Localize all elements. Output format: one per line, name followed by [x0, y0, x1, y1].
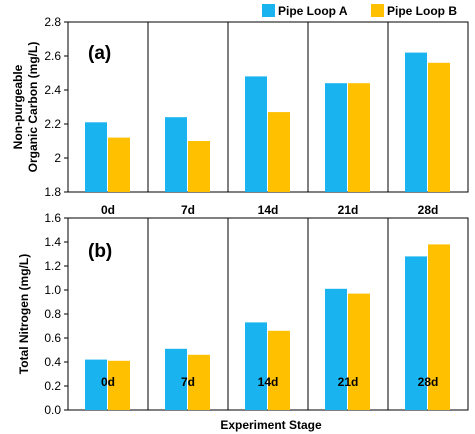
y-tick-label: 1.6 — [44, 211, 61, 225]
bar-pipe-loop-a — [245, 76, 267, 192]
legend-label-1: Pipe Loop A — [278, 4, 348, 18]
legend: Pipe Loop A Pipe Loop B — [262, 4, 457, 18]
y-tick-label: 1.4 — [44, 235, 61, 249]
panel-label: (a) — [88, 43, 111, 64]
legend-label-2: Pipe Loop B — [387, 4, 457, 18]
x-tick-label: 7d — [181, 203, 195, 217]
y-axis-label: Non-purgeable — [11, 64, 25, 149]
chart-panel-a: 1.8 2 2.2 2.4 2.6 2.8 0d 7d 14d 21d 28d (a) Non-purg… — [11, 15, 469, 217]
bar-pipe-loop-b — [428, 62, 450, 192]
x-tick-label: 14d — [258, 375, 279, 389]
y-tick-label: 0.2 — [44, 379, 61, 393]
x-axis-label: Experiment Stage — [220, 418, 322, 432]
bar-pipe-loop-b — [188, 141, 210, 192]
y-tick-label: 0.6 — [44, 331, 61, 345]
x-tick-label: 14d — [258, 203, 279, 217]
bar-pipe-loop-a — [165, 117, 187, 192]
bar-pipe-loop-b — [108, 137, 130, 192]
bar-pipe-loop-b — [188, 354, 210, 410]
x-tick-label: 0d — [101, 375, 115, 389]
bar-pipe-loop-a — [325, 83, 347, 192]
legend-swatch-1 — [262, 4, 275, 17]
bar-pipe-loop-a — [165, 348, 187, 410]
bar-pipe-loop-a — [325, 288, 347, 410]
y-tick-label: 2 — [54, 151, 61, 165]
y-tick-label: 0.8 — [44, 307, 61, 321]
x-tick-label: 21d — [338, 375, 359, 389]
y-tick-label: 0.4 — [44, 355, 61, 369]
bar-pipe-loop-a — [405, 256, 427, 410]
x-tick-label: 28d — [418, 375, 439, 389]
chart-panel-b: 0.0 0.2 0.4 0.6 0.8 1.0 1.2 1.4 1.6 0d 7d 14d 21d 28d… — [17, 211, 469, 417]
bar-pipe-loop-b — [268, 330, 290, 410]
y-tick-label: 0.0 — [44, 403, 61, 417]
legend-swatch-2 — [371, 4, 384, 17]
bar-pipe-loop-b — [348, 83, 370, 192]
bar-pipe-loop-b — [348, 293, 370, 410]
bar-pipe-loop-a — [85, 122, 107, 192]
y-tick-label: 2.8 — [44, 15, 61, 29]
y-axis-label: Organic Carbon (mg/L) — [26, 42, 40, 173]
bar-pipe-loop-a — [245, 322, 267, 410]
y-axis-label: Total Nitrogen (mg/L) — [17, 254, 31, 374]
y-tick-label: 1.2 — [44, 259, 61, 273]
bar-pipe-loop-b — [428, 244, 450, 410]
y-tick-label: 2.6 — [44, 49, 61, 63]
bar-pipe-loop-a — [405, 52, 427, 192]
y-tick-label: 1.8 — [44, 185, 61, 199]
x-tick-label: 7d — [181, 375, 195, 389]
y-tick-label: 2.4 — [44, 83, 61, 97]
panel-label: (b) — [88, 241, 112, 262]
x-tick-label: 21d — [338, 203, 359, 217]
x-tick-label: 28d — [418, 203, 439, 217]
bar-pipe-loop-a — [85, 359, 107, 410]
bar-pipe-loop-b — [268, 112, 290, 192]
x-tick-label: 0d — [101, 203, 115, 217]
bar-pipe-loop-b — [108, 360, 130, 410]
y-tick-label: 1.0 — [44, 283, 61, 297]
y-tick-label: 2.2 — [44, 117, 61, 131]
